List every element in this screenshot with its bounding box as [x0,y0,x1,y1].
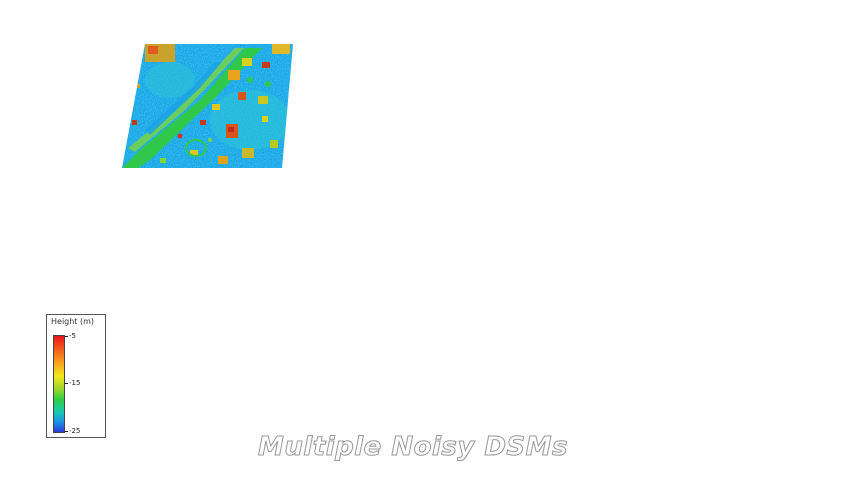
building [262,116,268,122]
building [272,44,290,54]
roundabout [185,139,207,157]
caption: Multiple Noisy DSMs [257,432,568,463]
ground-patch [145,62,195,98]
building [212,104,220,110]
building [218,156,228,164]
building [200,120,206,125]
legend-title: Height (m) [51,317,95,326]
colorbar-legend: Height (m) -5 -15 -25 [46,314,106,438]
building [258,96,268,104]
building [228,70,240,80]
dsm-tile [122,44,293,168]
building [242,148,254,158]
building [134,84,140,88]
legend-tick-mid: -15 [64,379,81,387]
building [242,58,252,66]
legend-tick-top: -5 [65,332,76,340]
building [238,92,246,100]
tree [247,77,253,83]
building [160,158,166,163]
building [132,120,137,125]
tree [265,81,271,87]
colorbar [53,335,65,433]
legend-tick-bottom: -25 [64,427,81,435]
tree [208,138,212,142]
building [270,140,278,148]
river-channel [145,62,222,135]
building-roof [148,46,158,54]
building [262,62,270,68]
tree [177,133,183,139]
vegetation-strip [122,48,262,168]
building-roof [228,127,234,132]
building [190,150,198,156]
